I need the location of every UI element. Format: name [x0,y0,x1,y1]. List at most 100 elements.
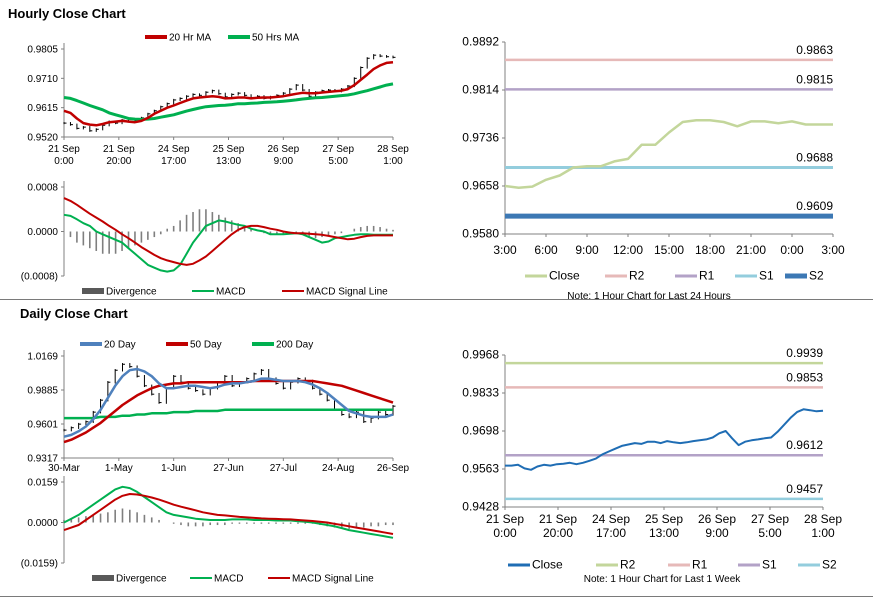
y-tick-label: 0.9615 [27,103,58,114]
legend-label: R1 [692,558,708,572]
y-tick-label: 0.9601 [27,420,58,431]
x-tick-label: 27 Sep [751,512,789,526]
macd-signal-line [63,197,393,266]
close-line [505,408,824,471]
x-tick-label: 20:00 [106,156,131,167]
x-tick-label: 26 Sep [698,512,736,526]
y-tick-label: 0.9814 [462,83,499,97]
x-tick-label: 13:00 [216,156,241,167]
x-tick-label: 3:00 [493,243,517,257]
y-tick-label: 0.9736 [462,131,499,145]
x-tick-label: 28 Sep [804,512,842,526]
close-line [504,118,833,190]
level-label-r1: 0.9815 [796,72,833,86]
y-tick-label: 1.0169 [27,352,58,363]
x-tick-label: 1:00 [383,156,403,167]
ma20-line [63,61,394,127]
legend-label: 20 Day [104,340,136,351]
x-tick-label: 12:00 [613,243,643,257]
x-tick-label: 3:00 [821,243,845,257]
x-tick-label: 24-Aug [322,463,354,474]
x-tick-label: 1:00 [811,526,835,540]
x-tick-label: 9:00 [274,156,294,167]
legend-label: R2 [629,269,645,283]
x-tick-label: 26 Sep [267,144,299,155]
y-tick-label: 0.9698 [462,424,499,438]
x-tick-label: 13:00 [649,526,679,540]
x-tick-label: 25 Sep [645,512,683,526]
x-tick-label: 9:00 [575,243,599,257]
y-tick-label: 0.9580 [462,227,499,241]
y-tick-label: 0.9805 [27,45,58,56]
level-label-r2: 0.9939 [786,346,823,360]
legend-label: MACD [214,574,243,585]
x-tick-label: 24 Sep [158,144,190,155]
x-tick-label: 17:00 [596,526,626,540]
x-tick-label: 27-Jun [213,463,244,474]
x-tick-label: 30-Mar [48,463,80,474]
x-tick-label: 26-Sep [377,463,410,474]
macd-line [63,485,394,539]
ma50-line [63,82,394,121]
y-tick-label: (0.0008) [21,272,58,283]
daily-section-title: Daily Close Chart [20,306,128,321]
legend-label: 20 Hr MA [169,33,212,44]
x-tick-label: 1-Jun [161,463,186,474]
y-tick-label: 0.9710 [27,74,58,85]
x-tick-label: 5:00 [328,156,348,167]
y-tick-label: 0.9658 [462,179,499,193]
x-tick-label: 21 Sep [539,512,577,526]
level-label-s2: 0.9457 [786,482,823,496]
y-tick-label: 0.9968 [462,348,499,362]
legend-label: 200 Day [276,340,313,351]
hourly-section-title: Hourly Close Chart [8,6,126,21]
legend-label: 50 Day [190,340,222,351]
x-tick-label: 27 Sep [322,144,354,155]
ma50-line [63,379,394,444]
chart-note: Note: 1 Hour Chart for Last 24 Hours [567,291,730,302]
x-tick-label: 21 Sep [486,512,524,526]
x-tick-label: 1-May [105,463,133,474]
legend-label: Divergence [106,287,157,298]
y-tick-label: 0.0000 [27,518,58,529]
level-label-r2: 0.9863 [796,43,833,57]
y-tick-label: 0.0000 [27,227,58,238]
x-tick-label: 5:00 [758,526,782,540]
legend-label: MACD Signal Line [292,574,374,585]
x-tick-label: 24 Sep [592,512,630,526]
y-tick-label: 0.9563 [462,462,499,476]
level-label-s1: 0.9688 [796,151,833,165]
y-tick-label: 0.0008 [27,183,58,194]
legend-label: R2 [620,558,636,572]
x-tick-label: 0:00 [493,526,517,540]
legend-label: Close [532,558,563,572]
legend-label: 50 Hrs MA [252,33,300,44]
x-tick-label: 0:00 [54,156,74,167]
level-label-s1: 0.9612 [786,438,823,452]
y-tick-label: 0.0159 [27,478,58,489]
legend-label: R1 [699,269,715,283]
x-tick-label: 18:00 [695,243,725,257]
y-tick-label: (0.0159) [21,559,58,570]
y-tick-label: 0.9885 [27,386,58,397]
x-tick-label: 20:00 [543,526,573,540]
level-label-r1: 0.9853 [786,370,823,384]
macd-signal-line [63,493,394,535]
chart-note: Note: 1 Hour Chart for Last 1 Week [584,574,742,585]
legend-label: Close [549,269,580,283]
x-tick-label: 21:00 [736,243,766,257]
legend-label: S1 [762,558,777,572]
x-tick-label: 15:00 [654,243,684,257]
y-tick-label: 0.9833 [462,386,499,400]
macd-line [63,213,393,273]
y-tick-label: 0.9428 [462,500,499,514]
x-tick-label: 27-Jul [270,463,297,474]
x-tick-label: 17:00 [161,156,186,167]
y-tick-label: 0.9317 [27,454,58,465]
x-tick-label: 0:00 [780,243,804,257]
y-tick-label: 0.9520 [27,133,58,144]
y-tick-label: 0.9892 [462,35,499,49]
legend-label: S1 [759,269,774,283]
x-tick-label: 9:00 [705,526,729,540]
